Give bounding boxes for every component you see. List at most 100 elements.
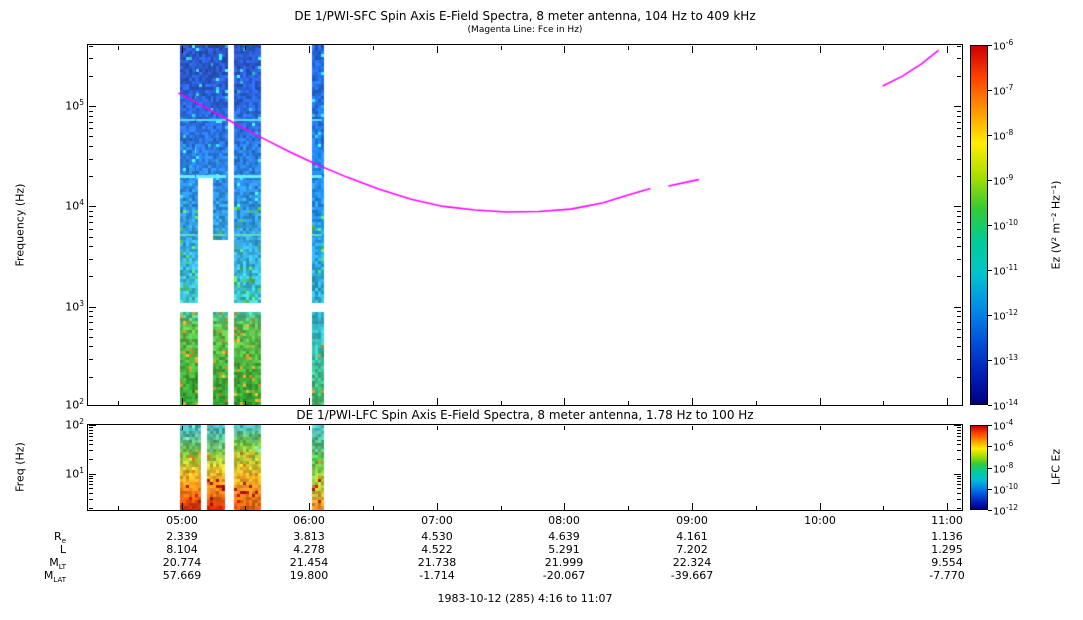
sfc-y-minor-tick xyxy=(957,122,961,123)
lfc-x-minor-tick xyxy=(501,506,502,510)
sfc-y-major-tick xyxy=(89,106,96,107)
sfc-y-minor-tick xyxy=(89,122,93,123)
lfc-panel-border xyxy=(87,424,963,511)
lfc-y-minor-tick xyxy=(89,484,93,485)
sfc-colorbar-tick xyxy=(988,225,992,226)
sfc-y-minor-tick xyxy=(957,311,961,312)
sfc-colorbar-tick xyxy=(988,90,992,91)
sfc-colorbar xyxy=(970,45,988,405)
lfc-y-minor-tick xyxy=(957,484,961,485)
sfc-x-major-tick xyxy=(692,46,693,53)
sfc-y-minor-tick xyxy=(89,337,93,338)
lfc-colorbar-tick xyxy=(988,510,992,511)
sfc-x-minor-tick xyxy=(245,401,246,405)
sfc-y-tick-label: 103 xyxy=(65,299,84,314)
sfc-x-major-tick xyxy=(437,398,438,405)
x-tick-label: 07:00 xyxy=(421,514,453,527)
lfc-y-tick-label: 102 xyxy=(65,417,84,432)
sfc-y-minor-tick xyxy=(957,229,961,230)
x-tick-label: 09:00 xyxy=(676,514,708,527)
sfc-x-minor-tick xyxy=(118,401,119,405)
sfc-y-minor-tick xyxy=(89,176,93,177)
lfc-x-minor-tick xyxy=(118,506,119,510)
lfc-colorbar-tick-label: 10-8 xyxy=(993,461,1014,476)
sfc-y-tick-label: 105 xyxy=(65,98,84,113)
sfc-colorbar-tick-label: 10-9 xyxy=(993,173,1014,188)
lfc-colorbar-tick xyxy=(988,489,992,490)
lfc-y-minor-tick xyxy=(957,433,961,434)
ephemeris-value: 4.639 xyxy=(548,530,580,543)
sfc-y-minor-tick xyxy=(957,359,961,360)
lfc-y-minor-tick xyxy=(957,430,961,431)
lfc-colorbar-tick-label: 10-4 xyxy=(993,418,1014,433)
lfc-y-minor-tick xyxy=(957,488,961,489)
lfc-y-minor-tick xyxy=(89,476,93,477)
lfc-y-minor-tick xyxy=(89,481,93,482)
ephemeris-value: 4.161 xyxy=(676,530,708,543)
sfc-x-minor-tick xyxy=(883,46,884,50)
ephemeris-value: 7.202 xyxy=(676,543,708,556)
x-tick-label: 05:00 xyxy=(166,514,198,527)
sfc-y-minor-tick xyxy=(89,128,93,129)
sfc-x-major-tick xyxy=(947,46,948,53)
lfc-x-major-tick xyxy=(820,503,821,510)
ephemeris-value: -20.067 xyxy=(542,569,586,582)
lfc-x-major-tick xyxy=(309,503,310,510)
ephemeris-value: 4.278 xyxy=(293,543,325,556)
lfc-y-minor-tick xyxy=(89,459,93,460)
sfc-y-major-tick xyxy=(954,307,961,308)
sfc-y-minor-tick xyxy=(957,222,961,223)
lfc-colorbar-tick xyxy=(988,425,992,426)
sfc-colorbar-tick-label: 10-12 xyxy=(993,308,1018,323)
sfc-y-minor-tick xyxy=(957,176,961,177)
sfc-y-minor-tick xyxy=(89,377,93,378)
lfc-y-minor-tick xyxy=(89,440,93,441)
lfc-y-minor-tick xyxy=(957,499,961,500)
lfc-y-minor-tick xyxy=(89,493,93,494)
sfc-title: DE 1/PWI-SFC Spin Axis E-Field Spectra, … xyxy=(294,9,756,23)
lfc-colorbar-tick-label: 10-12 xyxy=(993,503,1018,518)
sfc-y-minor-tick xyxy=(89,322,93,323)
sfc-ylabel: Frequency (Hz) xyxy=(13,183,27,267)
lfc-x-major-tick xyxy=(820,426,821,430)
lfc-y-minor-tick xyxy=(957,450,961,451)
footer-timerange: 1983-10-12 (285) 4:16 to 11:07 xyxy=(437,592,613,605)
sfc-y-minor-tick xyxy=(957,216,961,217)
sfc-y-minor-tick xyxy=(957,116,961,117)
ephemeris-value: -7.770 xyxy=(929,569,965,582)
sfc-y-minor-tick xyxy=(89,222,93,223)
sfc-y-minor-tick xyxy=(89,229,93,230)
lfc-x-minor-tick xyxy=(245,506,246,510)
lfc-y-minor-tick xyxy=(89,427,93,428)
ephemeris-value: 20.774 xyxy=(162,556,202,569)
sfc-y-major-tick xyxy=(89,307,96,308)
lfc-y-major-tick xyxy=(89,474,96,475)
lfc-y-minor-tick xyxy=(89,444,93,445)
lfc-y-minor-tick xyxy=(89,430,93,431)
ephemeris-value: 22.324 xyxy=(672,556,712,569)
lfc-y-minor-tick xyxy=(957,440,961,441)
sfc-colorbar-tick-label: 10-10 xyxy=(993,218,1018,233)
sfc-y-minor-tick xyxy=(957,246,961,247)
sfc-y-minor-tick xyxy=(89,76,93,77)
sfc-y-minor-tick xyxy=(957,316,961,317)
sfc-y-minor-tick xyxy=(957,76,961,77)
sfc-y-minor-tick xyxy=(89,237,93,238)
sfc-x-major-tick xyxy=(820,46,821,53)
lfc-y-minor-tick xyxy=(957,478,961,479)
lfc-y-major-tick xyxy=(89,425,96,426)
lfc-x-major-tick xyxy=(947,426,948,430)
sfc-y-minor-tick xyxy=(957,276,961,277)
lfc-y-minor-tick xyxy=(89,508,93,509)
lfc-y-minor-tick xyxy=(957,493,961,494)
lfc-colorbar-tick-label: 10-10 xyxy=(993,482,1018,497)
sfc-y-minor-tick xyxy=(89,311,93,312)
ephemeris-row-label: L xyxy=(59,543,66,556)
sfc-colorbar-tick-label: 10-14 xyxy=(993,398,1018,413)
sfc-y-minor-tick xyxy=(89,136,93,137)
lfc-x-minor-tick xyxy=(373,506,374,510)
sfc-x-major-tick xyxy=(182,46,183,53)
lfc-y-minor-tick xyxy=(957,481,961,482)
lfc-spectrogram xyxy=(88,425,962,510)
